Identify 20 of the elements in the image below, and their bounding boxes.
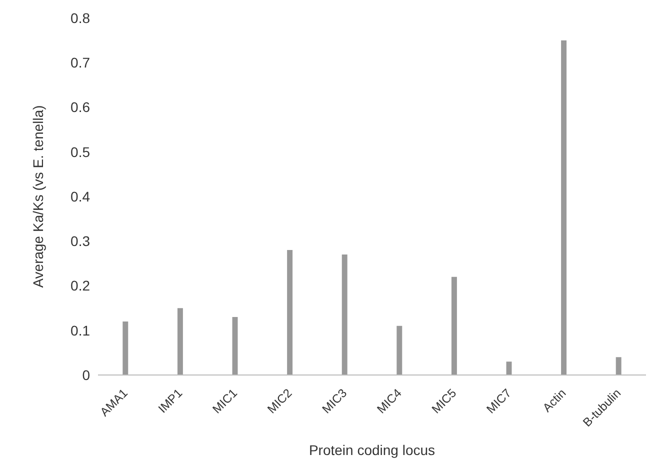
y-tick-label: 0.4: [70, 188, 90, 204]
bar: [396, 326, 402, 375]
y-tick-label: 0.5: [70, 144, 90, 160]
bar: [451, 276, 457, 375]
bar: [616, 357, 622, 375]
y-tick-label: 0.6: [70, 99, 90, 116]
bar: [561, 40, 567, 375]
y-tick-label: 0.8: [70, 10, 90, 26]
bar: [232, 316, 238, 375]
y-axis-title: Average Ka/Ks (vs E. tenella): [30, 105, 46, 288]
y-tick-label: 0.7: [70, 54, 90, 71]
y-tick-label: 0.3: [70, 233, 90, 250]
bar: [122, 321, 128, 375]
y-tick-label: 0.2: [70, 278, 90, 294]
y-tick-label: 0: [82, 366, 90, 383]
bar: [177, 308, 183, 375]
y-tick-label: 0.1: [70, 322, 90, 338]
bar: [342, 254, 348, 375]
x-axis-title: Protein coding locus: [308, 442, 436, 458]
bar: [287, 250, 293, 375]
